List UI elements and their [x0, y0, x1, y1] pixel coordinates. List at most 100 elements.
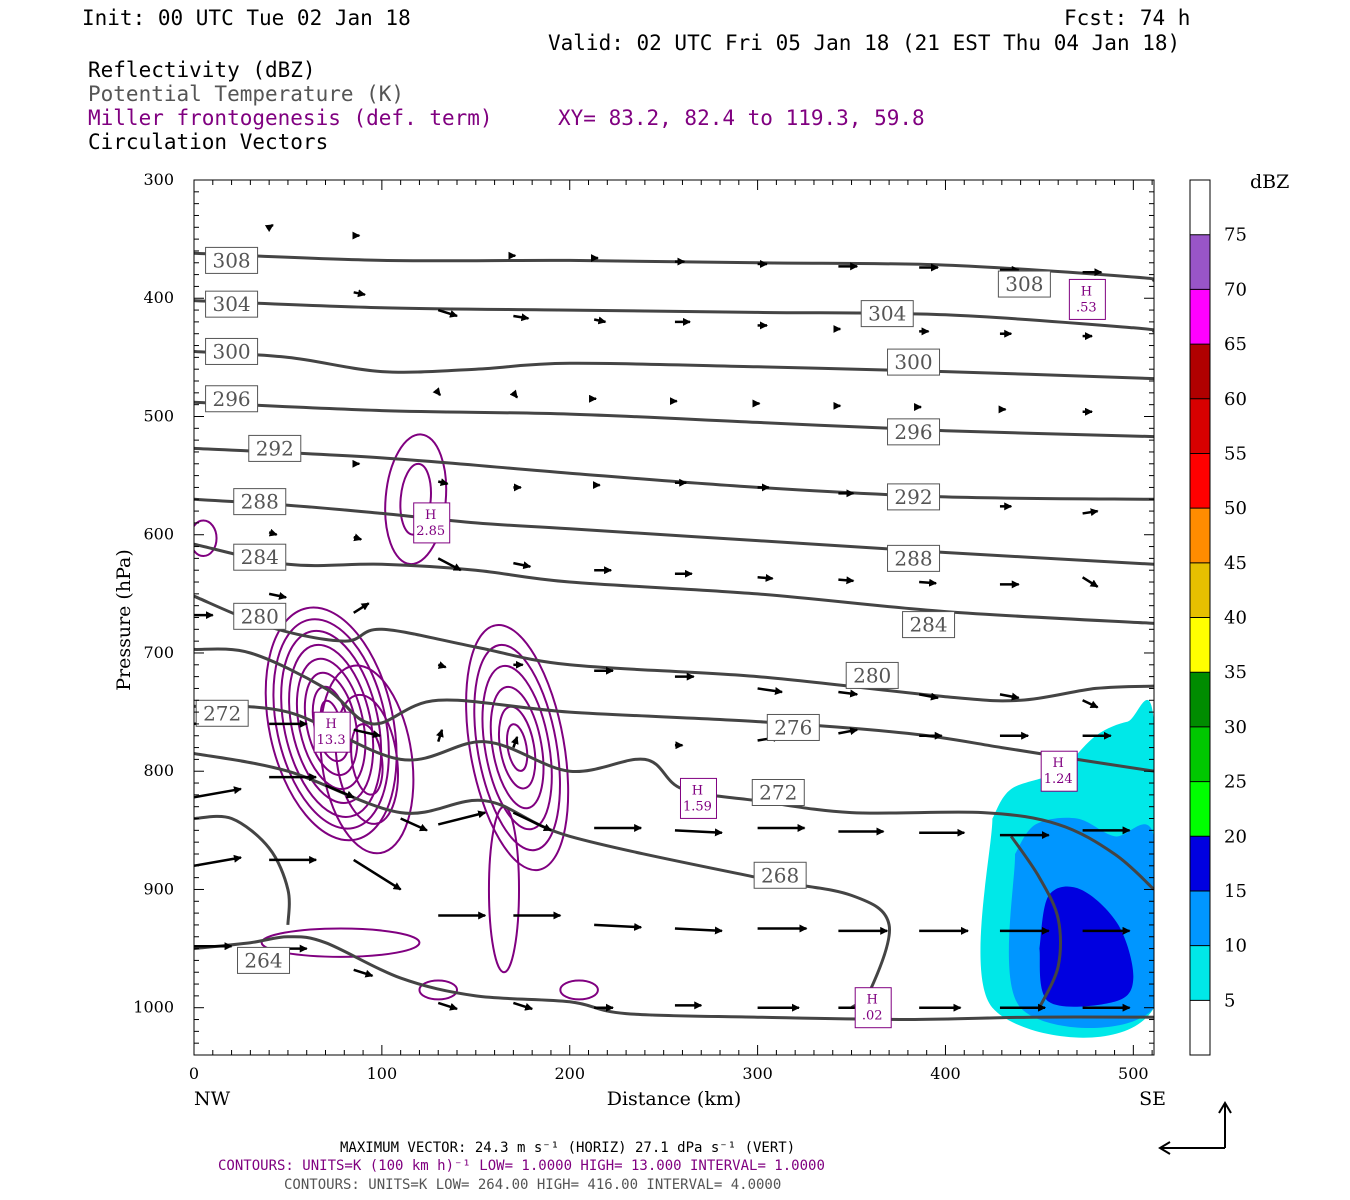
theta-label-17: 272 [203, 701, 241, 725]
colorbar-tick-label-5: 5 [1224, 990, 1235, 1011]
fgen-max-box-0 [413, 502, 451, 544]
theta-label-box-0 [205, 246, 259, 274]
x-tick-label-400: 400 [930, 1064, 961, 1083]
colorbar-segment-2 [1190, 890, 1210, 946]
x-tick-label-200: 200 [554, 1064, 585, 1083]
circulation-vector-51 [268, 592, 288, 600]
theta-label-box-17 [195, 699, 249, 727]
theta-label-box-7 [887, 418, 941, 446]
circulation-vector-11 [437, 308, 458, 318]
fgen-max-value-5: .02 [862, 1009, 883, 1024]
circulation-vector-61 [1082, 699, 1099, 709]
circulation-vector-77 [437, 810, 487, 826]
theta-label-box-12 [233, 543, 287, 571]
colorbar-tick-label-50: 50 [1224, 498, 1247, 519]
circulation-vector-60 [999, 692, 1020, 701]
colorbar-tick-label-25: 25 [1224, 772, 1247, 793]
circulation-vector-59 [918, 692, 939, 701]
frontogenesis-contour-0-5 [280, 629, 383, 818]
theta-label-15: 280 [853, 663, 891, 687]
circulation-vector-73 [194, 786, 242, 799]
frontogenesis-contour-8-0 [260, 927, 421, 958]
theta-label-4: 300 [212, 339, 250, 363]
circulation-vector-65 [436, 728, 444, 743]
x-end-right: SE [1139, 1088, 1166, 1110]
colorbar-segment-9 [1190, 508, 1210, 563]
theta-contour-296-3 [194, 400, 1154, 439]
theta-contour-268-13 [1009, 835, 1063, 1009]
y-tick-label-700: 700 [143, 643, 174, 662]
theta-label-box-19 [753, 861, 807, 889]
field-vectors: Circulation Vectors [88, 130, 329, 154]
valid-time: Valid: 02 UTC Fri 05 Jan 18 (21 EST Thu … [548, 31, 1181, 55]
frontogenesis-contour-0-4 [288, 643, 375, 804]
field-reflectivity: Reflectivity (dBZ) [88, 58, 316, 82]
circulation-vector-86 [194, 854, 242, 868]
circulation-vector-52 [353, 602, 370, 614]
fgen-max-value-2: 1.59 [683, 799, 712, 814]
forecast-hour: Fcst: 74 h [1064, 6, 1191, 30]
colorbar-segment-7 [1190, 617, 1210, 673]
x-tick-label-500: 500 [1118, 1064, 1149, 1083]
y-axis-label: Pressure (hPa) [113, 549, 135, 691]
circulation-vector-0 [264, 223, 274, 233]
y-tick-label-600: 600 [143, 525, 174, 544]
vector-layer [194, 223, 1131, 1012]
frontogenesis-contour-2-0 [506, 723, 529, 772]
colorbar-segment-3 [1190, 836, 1210, 891]
circulation-vector-49 [1081, 576, 1099, 588]
frontogenesis-contour-5-0 [194, 519, 218, 558]
circulation-vector-38 [1082, 508, 1099, 517]
theta-label-box-20 [237, 946, 291, 974]
y-tick-label-1000: 1000 [133, 998, 174, 1017]
colorbar-segment-14 [1190, 234, 1210, 290]
theta-label-box-3 [860, 300, 914, 328]
fgen-max-box-4 [1068, 278, 1106, 320]
circulation-vector-46 [838, 576, 855, 585]
x-axis-label: Distance (km) [607, 1088, 742, 1110]
fgen-max-value-4: .53 [1076, 300, 1097, 315]
theta-label-box-14 [233, 602, 287, 630]
theta-label-3: 304 [868, 302, 906, 326]
theta-contour-264-12 [194, 814, 291, 925]
colorbar-tick-label-55: 55 [1224, 443, 1247, 464]
fgen-max-label-0: H [425, 508, 436, 523]
colorbar-tick-label-15: 15 [1224, 881, 1247, 902]
theta-label-19: 268 [761, 863, 799, 887]
colorbar-tick-label-75: 75 [1224, 225, 1247, 246]
y-tick-label-900: 900 [143, 879, 174, 898]
circulation-vector-75 [325, 784, 355, 799]
fgen-max-value-3: 1.24 [1044, 772, 1073, 787]
reflectivity-area-15 [1039, 886, 1134, 1007]
circulation-vector-10 [353, 289, 366, 298]
colorbar-segment-5 [1190, 726, 1210, 782]
frontogenesis-contour-4-0 [399, 462, 432, 536]
colorbar-segment-11 [1190, 398, 1210, 454]
y-tick-label-400: 400 [143, 288, 174, 307]
circulation-vector-45 [757, 573, 774, 582]
y-tick-label-800: 800 [143, 761, 174, 780]
colorbar-segment-1 [1190, 945, 1210, 1001]
circulation-vector-69 [838, 727, 859, 736]
colorbar-tick-label-60: 60 [1224, 389, 1247, 410]
theta-contour-280-7 [194, 594, 1154, 703]
theta-label-box-9 [887, 483, 941, 511]
circulation-vector-57 [757, 687, 784, 695]
fgen-max-label-2: H [692, 783, 703, 798]
xy-line: XY= 83.2, 82.4 to 119.3, 59.8 [558, 106, 925, 130]
theta-contour-264-11 [194, 935, 1154, 1022]
circulation-vector-66 [511, 735, 519, 748]
fgen-max-label-4: H [1081, 284, 1092, 299]
frontogenesis-contour-4-1 [384, 433, 448, 566]
theta-label-box-11 [887, 544, 941, 572]
frontogenesis-contour-1-0 [350, 723, 384, 796]
frontogenesis-contour-1-1 [334, 693, 399, 825]
circulation-vector-101 [437, 1001, 458, 1011]
frontogenesis-contour-2-5 [465, 624, 570, 872]
fgen-max-label-3: H [1053, 756, 1064, 771]
init-time: Init: 00 UTC Tue 02 Jan 18 [82, 6, 411, 30]
circulation-vector-76 [400, 817, 428, 832]
frontogenesis-contour-2-2 [489, 685, 545, 810]
theta-contour-304-1 [194, 299, 1154, 333]
frontogenesis-contour-0-7 [264, 606, 398, 842]
